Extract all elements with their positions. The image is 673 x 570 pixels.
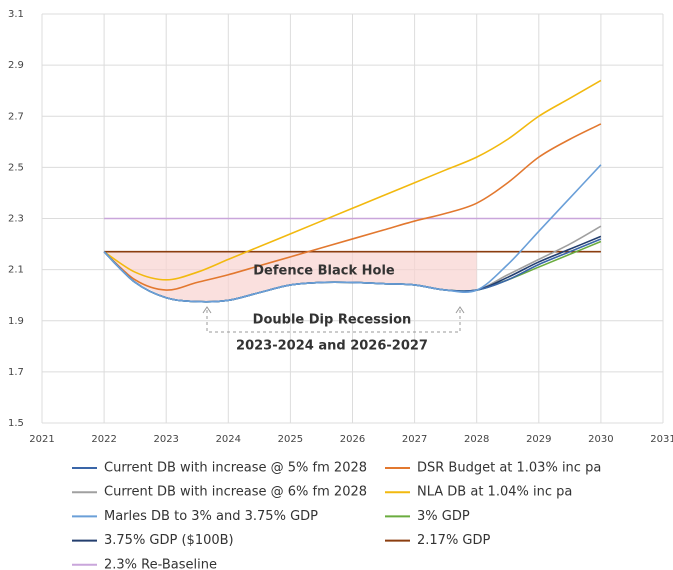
- legend-label: Marles DB to 3% and 3.75% GDP: [104, 509, 318, 524]
- x-tick-label: 2022: [91, 434, 116, 445]
- legend-label: 2.17% GDP: [417, 533, 491, 548]
- y-tick-label: 1.7: [8, 367, 24, 378]
- y-tick-label: 3.1: [8, 9, 24, 20]
- series-line: [103, 79, 602, 281]
- x-tick-label: 2025: [278, 434, 303, 445]
- x-tick-label: 2021: [29, 434, 54, 445]
- x-tick-label: 2029: [526, 434, 551, 445]
- x-tick-label: 2030: [588, 434, 613, 445]
- x-tick-label: 2031: [650, 434, 673, 445]
- y-tick-label: 2.5: [8, 162, 24, 173]
- shade: [104, 251, 477, 302]
- bracket: [202, 306, 465, 333]
- x-tick-label: 2028: [464, 434, 489, 445]
- shade-layer: [104, 251, 477, 302]
- x-tick-label: 2024: [216, 434, 241, 445]
- annotation: Defence Black Hole: [253, 264, 395, 279]
- legend-label: Current DB with increase @ 5% fm 2028: [104, 461, 367, 476]
- x-tick-label: 2027: [402, 434, 427, 445]
- y-tick-label: 2.3: [8, 214, 24, 225]
- y-tick-label: 2.9: [8, 60, 24, 71]
- series-line: [103, 123, 602, 291]
- legend-label: 2.3% Re-Baseline: [104, 557, 217, 570]
- bracket-arrow: [202, 306, 465, 314]
- legend-label: 3.75% GDP ($100B): [104, 533, 234, 548]
- x-tick-label: 2026: [340, 434, 365, 445]
- y-tick-label: 2.7: [8, 111, 24, 122]
- legend: Current DB with increase @ 5% fm 2028 DSR…: [72, 461, 601, 570]
- annotation: 2023-2024 and 2026-2027: [236, 339, 428, 354]
- y-tick-label: 1.9: [8, 316, 24, 327]
- annotation: Double Dip Recession: [253, 313, 412, 328]
- grid: 1.5 1.7 1.9 2.1 2.3 2.5 2.7 2.9 3.1 2021 2022 2023 2…: [8, 9, 673, 445]
- legend-label: Current DB with increase @ 6% fm 2028: [104, 485, 367, 500]
- legend-label: DSR Budget at 1.03% inc pa: [417, 461, 601, 476]
- legend-label: NLA DB at 1.04% inc pa: [417, 485, 572, 500]
- x-tick-label: 2023: [153, 434, 178, 445]
- series-line: [103, 164, 602, 303]
- y-tick-label: 2.1: [8, 265, 24, 276]
- legend-label: 3% GDP: [417, 509, 470, 524]
- lines: [103, 79, 602, 303]
- y-tick-label: 1.5: [8, 418, 24, 429]
